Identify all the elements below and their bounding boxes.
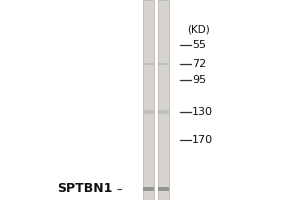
Bar <box>143 187 154 191</box>
Text: (KD): (KD) <box>188 24 210 34</box>
Bar <box>158 63 169 65</box>
Bar <box>158 110 169 114</box>
Text: SPTBN1: SPTBN1 <box>57 182 112 196</box>
Bar <box>143 0 154 200</box>
Text: 95: 95 <box>192 75 206 85</box>
Text: 170: 170 <box>192 135 213 145</box>
Bar <box>143 110 154 114</box>
Bar <box>143 63 154 65</box>
Text: 55: 55 <box>192 40 206 50</box>
Text: 72: 72 <box>192 59 206 69</box>
Text: 130: 130 <box>192 107 213 117</box>
Bar <box>158 0 169 200</box>
Bar <box>158 187 169 191</box>
